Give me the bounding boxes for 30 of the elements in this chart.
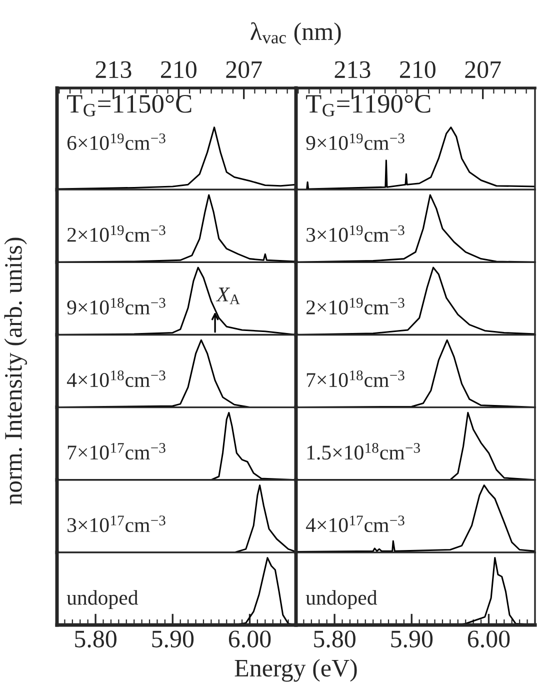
x2-tick-label: 210 — [161, 61, 196, 78]
x-tick-label: 5.90 — [152, 630, 194, 648]
y-axis-title: norm. Intensity (arb. units) — [4, 238, 27, 505]
annotation: 4×10$^{18}$cm$^{−3}$ — [66, 370, 166, 388]
x2-tick-label: 213 — [96, 61, 132, 78]
text: T$_{G}$=1150°C — [67, 94, 192, 116]
x2-tick-label: 207 — [226, 61, 262, 78]
annotation: 2×10$^{19}$cm$^{−3}$ — [306, 298, 404, 314]
annotation: X$_{A}$ — [216, 288, 240, 304]
x2-tick-label: 207 — [465, 61, 501, 78]
annotation: 2×10$^{19}$cm$^{−3}$ — [67, 225, 166, 242]
x-tick-label: 5.80 — [314, 630, 356, 648]
annotation: 3×10$^{19}$cm$^{−3}$ — [306, 225, 404, 242]
annotation: 7×10$^{17}$cm$^{−3}$ — [68, 443, 166, 460]
x-axis-title: Energy (eV) — [234, 659, 357, 682]
x-tick-label: 5.80 — [75, 630, 116, 648]
annotation: 9×10$^{19}$cm$^{−3}$ — [306, 133, 404, 150]
x2-tick-label: 210 — [400, 61, 436, 78]
annotation: 9×10$^{18}$cm$^{−3}$ — [67, 298, 166, 314]
text: T$_{G}$=1190°C — [306, 94, 430, 116]
x-tick-label: 6.00 — [468, 630, 510, 648]
x2-axis-title: λ$_{vac}$ (nm) — [250, 22, 341, 46]
x2-tick-label: 213 — [334, 61, 370, 78]
annotation: 3×10$^{17}$cm$^{−3}$ — [68, 516, 166, 532]
x-tick-label: 6.00 — [228, 630, 271, 648]
annotation: 4×10$^{17}$cm$^{−3}$ — [306, 516, 404, 532]
x-tick-label: 5.90 — [391, 630, 433, 648]
annotation: 7×10$^{18}$cm$^{−3}$ — [306, 370, 404, 388]
annotation: 6×10$^{19}$cm$^{−3}$ — [67, 133, 166, 150]
annotation: 1.5×10$^{18}$cm$^{−3}$ — [307, 443, 420, 460]
